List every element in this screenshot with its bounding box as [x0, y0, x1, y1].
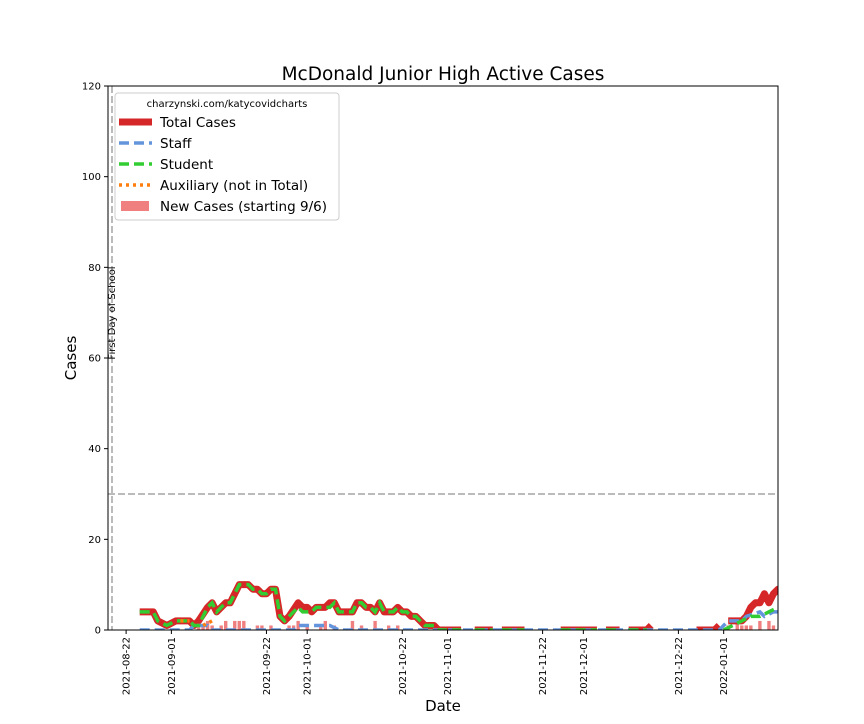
- new-cases-bar: [758, 620, 762, 630]
- reference-lines: [108, 86, 778, 630]
- x-tick-label: 2021-12-22: [674, 637, 685, 695]
- new-cases-bar: [287, 625, 291, 630]
- new-cases-bar: [201, 625, 205, 630]
- new-cases-bar: [319, 625, 323, 630]
- plot-frame: [107, 85, 779, 631]
- series-line-auxiliary-not-in-total: [180, 619, 213, 628]
- series-line-total-cases: [139, 581, 778, 630]
- new-cases-bar: [359, 625, 364, 630]
- y-tick-label: 0: [95, 626, 101, 637]
- x-tick-label: 2021-11-01: [443, 637, 454, 695]
- first-day-label: First Day of School: [107, 266, 118, 359]
- new-cases-bar: [219, 625, 223, 630]
- new-cases-bar: [255, 625, 260, 630]
- x-tick-label: 2021-08-22: [122, 637, 133, 695]
- x-axis-label: Date: [425, 697, 461, 715]
- plot-region: [139, 581, 778, 630]
- new-cases-bar: [305, 625, 309, 630]
- new-cases-bar: [744, 625, 749, 630]
- new-cases-bar: [196, 625, 201, 630]
- legend-swatch: [121, 201, 149, 211]
- y-tick-label: 40: [88, 444, 101, 455]
- legend-label: New Cases (starting 9/6): [160, 199, 327, 215]
- new-cases-bar: [396, 625, 400, 630]
- legend-entries: Total Cases Staff Student Auxiliary (not in…: [119, 115, 327, 215]
- new-cases-bar: [740, 625, 744, 630]
- new-cases-bar: [749, 625, 753, 630]
- legend-box: [114, 92, 340, 221]
- y-tick-label: 80: [88, 263, 101, 274]
- new-cases-bar: [323, 620, 327, 630]
- chart-title: McDonald Junior High Active Cases: [282, 64, 605, 85]
- series-lines: [139, 581, 778, 630]
- new-cases-bar: [767, 620, 771, 630]
- legend-title: charzynski.com/katycovidcharts: [147, 99, 308, 110]
- x-tick-label: 2022-01-01: [719, 637, 730, 695]
- new-cases-bar: [386, 625, 391, 630]
- legend-label: Staff: [160, 136, 192, 152]
- new-cases-bar: [210, 625, 214, 630]
- new-cases-bar: [260, 625, 264, 630]
- y-axis-label: Cases: [62, 336, 80, 381]
- y-tick-label: 20: [88, 535, 101, 546]
- x-tick-label: 2021-09-01: [167, 637, 178, 695]
- x-tick-label: 2021-10-01: [303, 637, 314, 695]
- ticks-layer: 0 20 40 60 80 100 120 2021-08-22 2021-09-01 2021-…: [82, 82, 730, 696]
- new-cases-bar: [735, 620, 739, 630]
- legend-label: Total Cases: [159, 115, 236, 131]
- new-cases-bar: [269, 625, 273, 630]
- legend: charzynski.com/katycovidcharts Total Cas…: [114, 92, 340, 221]
- x-tick-label: 2021-10-22: [398, 637, 409, 695]
- new-cases-bar: [350, 620, 355, 630]
- new-cases-bar: [373, 620, 377, 630]
- x-tick-label: 2021-09-22: [262, 637, 273, 695]
- new-cases-bar: [771, 625, 776, 630]
- y-tick-label: 60: [88, 354, 101, 365]
- y-tick-label: 100: [82, 172, 101, 183]
- legend-label: Auxiliary (not in Total): [160, 178, 308, 194]
- new-cases-bar: [224, 620, 228, 630]
- x-tick-label: 2021-12-01: [579, 637, 590, 695]
- new-cases-bar: [233, 620, 237, 630]
- y-tick-label: 120: [82, 82, 101, 93]
- legend-label: Student: [160, 157, 213, 173]
- x-tick-label: 2021-11-22: [538, 637, 549, 695]
- new-cases-bar: [296, 620, 300, 630]
- new-cases-bar: [242, 620, 246, 630]
- new-cases-bar: [237, 620, 241, 630]
